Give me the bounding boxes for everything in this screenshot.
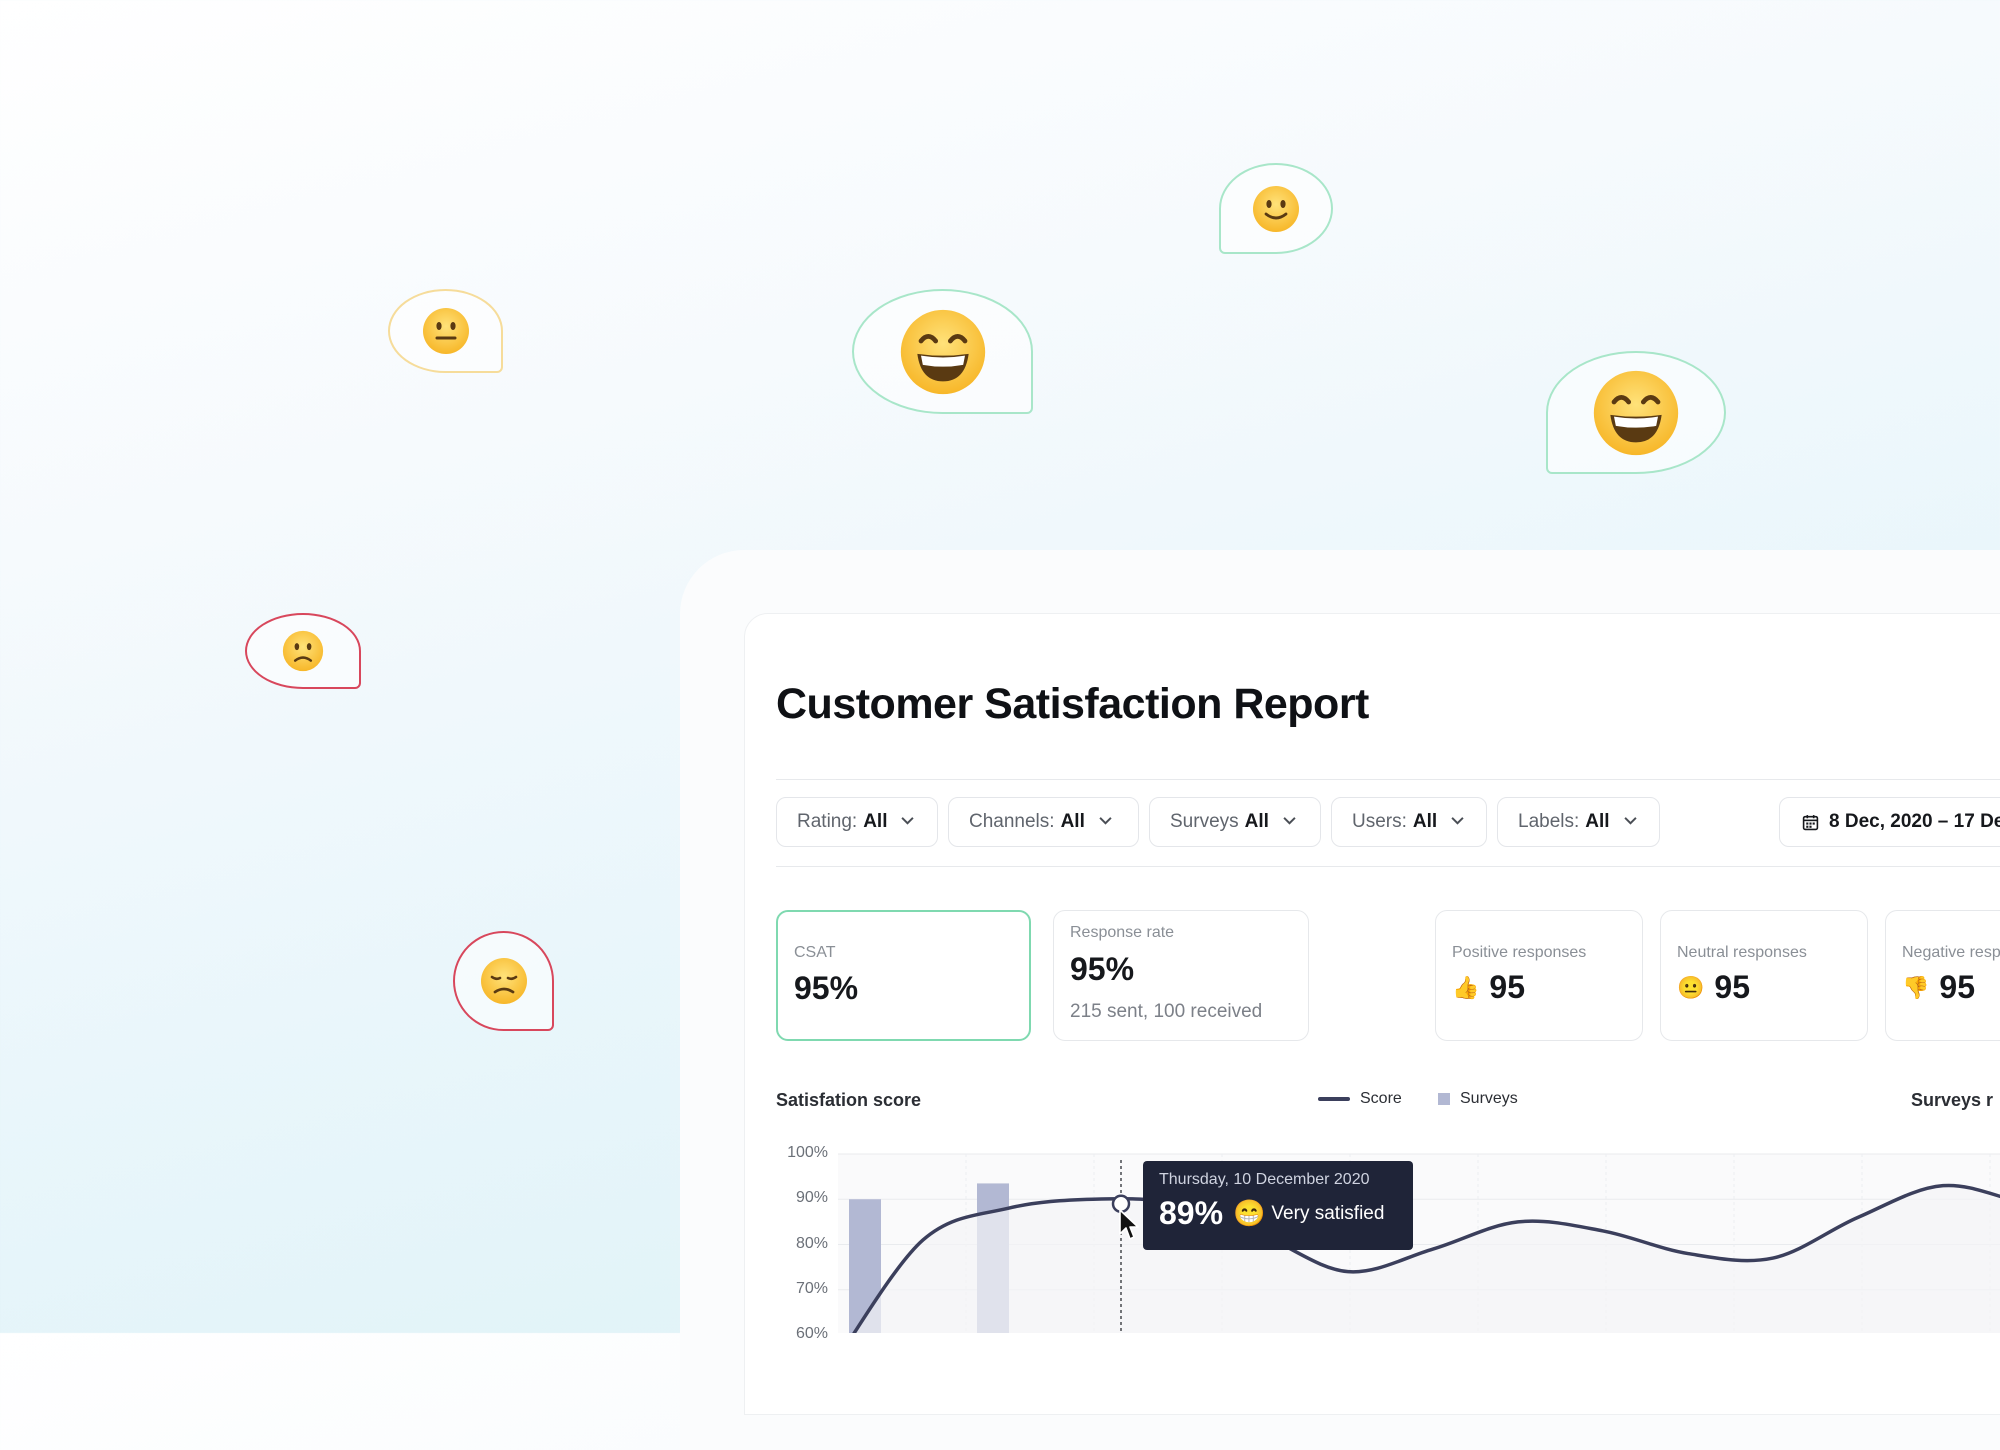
stat-label: Negative resp xyxy=(1902,944,2000,961)
mouse-pointer-icon xyxy=(1119,1209,1139,1240)
date-range-label: 8 Dec, 2020 – 17 De xyxy=(1829,811,2000,832)
thumbs-up-icon: 👍 xyxy=(1452,975,1480,1000)
grinning-face-icon: 😁 xyxy=(1233,1198,1266,1228)
legend-label: Score xyxy=(1360,1090,1402,1107)
chevron-down-icon xyxy=(1623,816,1637,825)
surveys-section-title: Surveys r xyxy=(1911,1090,1994,1110)
grinning-face-icon xyxy=(900,309,985,394)
stat-positive[interactable]: Positive responses 👍 95 xyxy=(1435,910,1643,1041)
filter-label: Rating: xyxy=(797,811,858,832)
stat-label: Neutral responses xyxy=(1677,944,1807,961)
stat-value: 95% xyxy=(794,970,859,1006)
stat-negative[interactable]: Negative resp 👎 95 xyxy=(1885,910,2000,1041)
filter-value: All xyxy=(1585,811,1610,832)
filter-value: All xyxy=(1412,811,1438,832)
tooltip-value: 89% xyxy=(1159,1195,1224,1231)
satisfaction-chart[interactable] xyxy=(0,0,2000,1333)
tooltip-date: Thursday, 10 December 2020 xyxy=(1159,1171,1370,1188)
stat-value: 95 xyxy=(1939,969,1975,1005)
stat-value: 95 xyxy=(1489,969,1525,1005)
slightly-smiling-face-icon xyxy=(1253,185,1299,232)
grinning-face-bubble-right xyxy=(1546,351,1726,474)
stat-label: Response rate xyxy=(1070,924,1175,941)
filter-rating[interactable]: Rating: All xyxy=(776,797,938,847)
neutral-face-icon: 😐 xyxy=(1677,975,1705,1000)
satisfaction-score-title: Satisfation score xyxy=(776,1090,922,1110)
neutral-face-icon xyxy=(422,308,469,354)
y-tick-label: 70% xyxy=(795,1280,828,1297)
thumbs-down-icon: 👎 xyxy=(1902,975,1930,1000)
slightly-frowning-face-icon xyxy=(282,630,324,672)
chevron-down-icon xyxy=(901,816,915,825)
filter-value: All xyxy=(1060,811,1085,832)
divider-top xyxy=(776,779,2000,780)
filter-label: Surveys xyxy=(1170,811,1239,832)
stat-label: Positive responses xyxy=(1452,944,1587,961)
chevron-down-icon xyxy=(1283,816,1296,825)
filter-users[interactable]: Users: All xyxy=(1331,797,1487,847)
stat-value-row: 😐 95 xyxy=(1677,969,1750,1006)
divider-bottom xyxy=(776,866,2000,867)
filter-label: Labels: xyxy=(1518,811,1580,832)
y-tick-label: 100% xyxy=(787,1144,828,1161)
stat-subtext: 215 sent, 100 received xyxy=(1070,1001,1263,1022)
tooltip-label: Very satisfied xyxy=(1271,1202,1385,1224)
chevron-down-icon xyxy=(1451,816,1464,825)
stat-value-row: 👍 95 xyxy=(1452,969,1525,1006)
page-title: Customer Satisfaction Report xyxy=(776,680,1369,728)
neutral-face-bubble xyxy=(388,289,503,373)
y-tick-label: 90% xyxy=(795,1189,828,1206)
legend-line-swatch xyxy=(1318,1097,1350,1101)
filter-channels[interactable]: Channels: All xyxy=(948,797,1139,847)
grinning-face-icon xyxy=(1593,370,1679,455)
chevron-down-icon xyxy=(1099,816,1112,825)
filter-label: Channels: xyxy=(969,811,1055,832)
legend-score: Score xyxy=(1318,1090,1402,1108)
stat-value: 95% xyxy=(1070,951,1135,987)
legend-surveys: Surveys xyxy=(1438,1090,1518,1108)
filter-surveys[interactable]: Surveys All xyxy=(1149,797,1321,847)
score-line xyxy=(852,1183,2000,1333)
legend-square-swatch xyxy=(1438,1093,1450,1105)
tooltip-row: 89% 😁 Very satisfied xyxy=(1159,1195,1397,1232)
grinning-face-bubble-large xyxy=(852,289,1033,414)
slightly-frowning-face-bubble xyxy=(245,613,361,689)
disappointed-face-bubble xyxy=(453,931,554,1031)
filter-value: All xyxy=(1244,811,1269,832)
chart-tooltip: Thursday, 10 December 2020 89% 😁 Very sa… xyxy=(1143,1161,1413,1250)
stat-response-rate[interactable]: Response rate 95% 215 sent, 100 received xyxy=(1053,910,1309,1041)
stat-label: CSAT xyxy=(794,944,836,961)
stat-value-row: 👎 95 xyxy=(1902,969,1975,1006)
filter-value: All xyxy=(863,811,888,832)
slightly-smiling-face-bubble xyxy=(1219,163,1333,254)
disappointed-face-icon xyxy=(480,958,527,1004)
stat-neutral[interactable]: Neutral responses 😐 95 xyxy=(1660,910,1868,1041)
filter-labels[interactable]: Labels: All xyxy=(1497,797,1660,847)
stat-csat[interactable]: CSAT 95% xyxy=(776,910,1031,1041)
stat-value: 95 xyxy=(1714,969,1750,1005)
y-tick-label: 80% xyxy=(795,1235,828,1252)
legend-label: Surveys xyxy=(1460,1090,1518,1107)
filter-label: Users: xyxy=(1352,811,1407,832)
date-range-picker[interactable]: 8 Dec, 2020 – 17 De xyxy=(1779,797,2000,847)
calendar-icon xyxy=(1802,814,1819,830)
